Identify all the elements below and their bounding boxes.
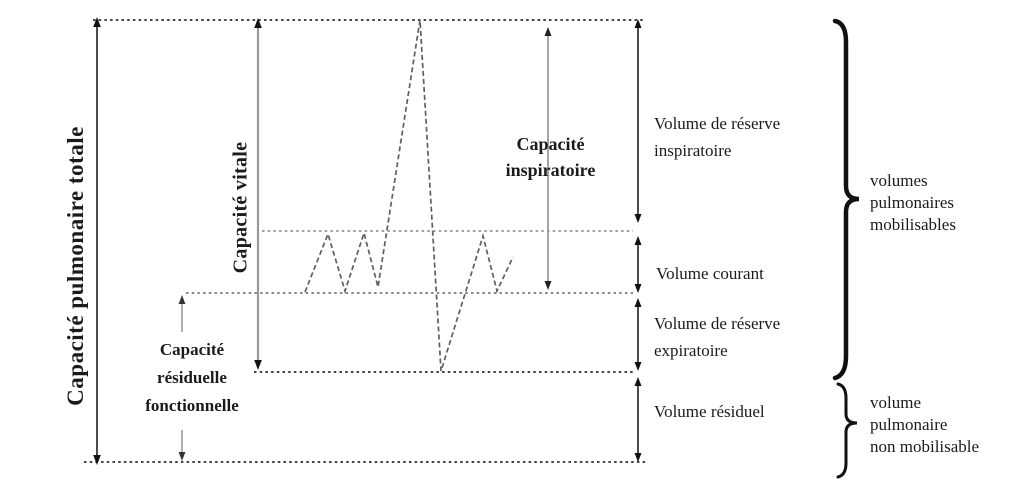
tidal-volume-arrow [634, 236, 642, 293]
inspiratory-reserve-volume-label-line2: inspiratoire [654, 141, 732, 160]
functional-residual-capacity-lower-arrow [178, 430, 186, 461]
mobilizable-volumes-label-line3: mobilisables [870, 215, 956, 234]
mobilizable-volumes-label-line1: volumes [870, 171, 928, 190]
vital-capacity-arrow [254, 18, 262, 370]
level-lines [84, 19, 648, 463]
inspiratory-capacity-label-line2: inspiratoire [505, 160, 596, 180]
inspiratory-reserve-volume-arrow [634, 19, 642, 223]
functional-residual-capacity-upper-arrow [178, 295, 186, 332]
mobilizable-volumes-brace [832, 18, 860, 381]
tidal-volume-label: Volume courant [656, 264, 764, 283]
inspiratory-reserve-volume-label-line1: Volume de réserve [654, 114, 781, 133]
mobilizable-volumes-label: volumes pulmonaires mobilisables [870, 170, 956, 236]
residual-volume-arrow [634, 377, 642, 462]
functional-residual-capacity-label-line2: résiduelle [157, 368, 227, 387]
non-mobilizable-volume-label-line1: volume [870, 393, 921, 412]
residual-volume-label: Volume résiduel [654, 402, 765, 421]
inspiratory-capacity-arrow [544, 27, 552, 290]
inspiratory-capacity-label-line1: Capacité [516, 134, 585, 154]
non-mobilizable-volume-label-line3: non mobilisable [870, 437, 980, 456]
non-mobilizable-volume-label-line2: pulmonaire [870, 415, 948, 434]
non-mobilizable-volume-brace [836, 382, 858, 479]
expiratory-reserve-volume-label: Volume de réserve expiratoire [654, 310, 780, 364]
non-mobilizable-volume-label: volume pulmonaire non mobilisable [870, 392, 979, 458]
total-lung-capacity-arrow [93, 17, 101, 465]
total-lung-capacity-label: Capacité pulmonaire totale [63, 126, 88, 406]
functional-residual-capacity-label-line3: fonctionnelle [145, 396, 239, 415]
expiratory-reserve-volume-label-line2: expiratoire [654, 341, 728, 360]
expiratory-reserve-volume-label-line1: Volume de réserve [654, 314, 781, 333]
inspiratory-capacity-label: Capacité inspiratoire [478, 131, 623, 183]
functional-residual-capacity-label: Capacité résiduelle fonctionnelle [112, 336, 272, 420]
expiratory-reserve-volume-arrow [634, 298, 642, 371]
functional-residual-capacity-label-line1: Capacité [159, 340, 225, 359]
spirogram-trace [304, 19, 514, 372]
inspiratory-reserve-volume-label: Volume de réserve inspiratoire [654, 110, 780, 164]
mobilizable-volumes-label-line2: pulmonaires [870, 193, 955, 212]
vital-capacity-label: Capacité vitale [229, 141, 252, 274]
